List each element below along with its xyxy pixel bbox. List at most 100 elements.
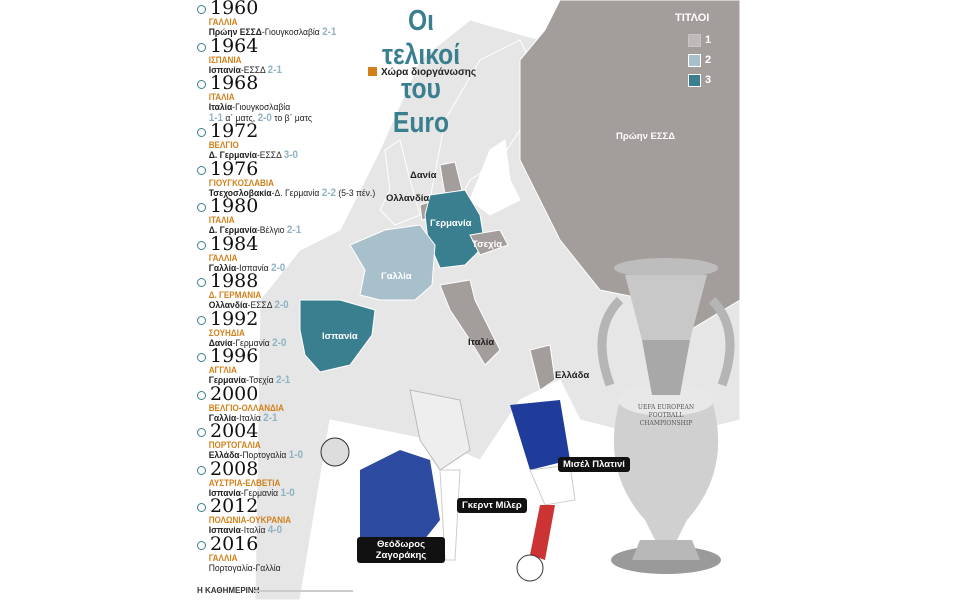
- final-entry: 1964 ΙΣΠΑΝΙΑ Ισπανία-ΕΣΣΔ 2-1: [197, 36, 367, 76]
- final-match: Πορτογαλία-Γαλλία: [208, 562, 281, 574]
- final-year: 2012: [197, 497, 367, 516]
- final-match: Ισπανία-Ιταλία 4-0: [208, 524, 283, 536]
- baltic-sea: [469, 139, 521, 216]
- host-country: ΣΟΥΗΔΙΑ: [208, 327, 245, 338]
- final-score: 1-0: [288, 449, 304, 461]
- host-country: ΑΥΣΤΡΙΑ-ΕΛΒΕΤΙΑ: [208, 477, 281, 488]
- final-entry: 2004 ΠΟΡΤΟΓΑΛΙΑ Ελλάδα-Πορτογαλία 1-0: [197, 422, 367, 461]
- final-year: 2004: [197, 422, 367, 441]
- final-year: 2016: [197, 534, 367, 553]
- final-year: 1996: [197, 347, 367, 366]
- host-country: ΓΙΟΥΓΚΟΣΛΑΒΙΑ: [208, 177, 275, 188]
- final-year: 2000: [197, 384, 367, 403]
- titles-legend: ΤΙΤΛΟΙ 1 2 3: [675, 12, 711, 90]
- final-match: Δανία-Γερμανία 2-0: [208, 336, 287, 349]
- credit: Η ΚΑΘΗΜΕΡΙΝΗ: [197, 586, 260, 595]
- legend-item: 2: [688, 50, 711, 70]
- final-entry: 1960 ΓΑΛΛΙΑ Πρώην ΕΣΣΔ-Γιουγκοσλαβία 2-1: [197, 0, 367, 38]
- final-year: 2008: [197, 459, 367, 478]
- host-country: ΒΕΛΓΙΟ: [208, 140, 239, 150]
- player-photos: [320, 389, 576, 582]
- final-year: 1984: [197, 234, 367, 253]
- legend-item: 3: [688, 70, 711, 90]
- final-entry: 1972 ΒΕΛΓΙΟ Δ. Γερμανία-ΕΣΣΔ 3-0: [197, 122, 367, 161]
- host-country: ΓΑΛΛΙΑ: [208, 552, 238, 563]
- uk: [379, 139, 421, 226]
- host-country: ΓΑΛΛΙΑ: [208, 17, 238, 27]
- final-year: 1960: [197, 0, 367, 18]
- final-entry: 2012 ΠΟΛΩΝΙΑ-ΟΥΚΡΑΝΙΑ Ισπανία-Ιταλία 4-0: [197, 497, 367, 536]
- final-score: 2-0: [270, 261, 286, 274]
- finals-list: 1960 ΓΑΛΛΙΑ Πρώην ΕΣΣΔ-Γιουγκοσλαβία 2-1…: [197, 0, 376, 574]
- final-score: 2-0: [272, 336, 287, 349]
- final-match: Τσεχοσλοβακία-Δ. Γερμανία 2-2 (5-3 πέν.): [208, 186, 376, 199]
- map-label-italy: Ιταλία: [468, 337, 495, 348]
- map-label-netherlands: Ολλανδία: [386, 193, 430, 204]
- host-legend: Χώρα διοργάνωσης: [368, 67, 476, 78]
- final-year: 1980: [197, 197, 367, 216]
- final-score: 2-1: [322, 26, 337, 38]
- final-entry: 1984 ΓΑΛΛΙΑ Γαλλία-Ισπανία 2-0: [197, 234, 367, 274]
- label-muller: Γκερντ Μίλερ: [457, 498, 527, 513]
- germany-region: [424, 189, 486, 269]
- host-swatch: [368, 67, 377, 76]
- final-score: 2-2: [321, 186, 337, 199]
- final-entry: 1988 Δ. ΓΕΡΜΑΝΙΑ Ολλανδία-ΕΣΣΔ 2-0: [197, 272, 367, 311]
- final-match: Γερμανία-Τσεχία 2-1: [208, 374, 291, 386]
- final-score: 2-1: [263, 411, 278, 424]
- final-year: 1976: [197, 159, 367, 178]
- final-score: 3-0: [283, 149, 299, 161]
- final-entry: 1980 ΙΤΑΛΙΑ Δ. Γερμανία-Βέλγιο 2-1: [197, 197, 367, 236]
- final-score: 2-1: [267, 63, 282, 76]
- france-region: [349, 224, 436, 301]
- final-match: Ολλανδία-ΕΣΣΔ 2-0: [208, 299, 289, 311]
- final-match: Ισπανία-Γερμανία 1-0: [208, 486, 295, 499]
- final-match: Πρώην ΕΣΣΔ-Γιουγκοσλαβία 2-1: [208, 26, 337, 38]
- ussr-region: [519, 0, 741, 331]
- final-entry: 1992 ΣΟΥΗΔΙΑ Δανία-Γερμανία 2-0: [197, 309, 367, 349]
- final-entry: 2016 ΓΑΛΛΙΑ Πορτογαλία-Γαλλία: [197, 534, 367, 574]
- legend-item: 1: [688, 30, 711, 50]
- final-score: 2-1: [275, 374, 291, 386]
- host-country: ΙΣΠΑΝΙΑ: [208, 54, 242, 65]
- trophy: [597, 258, 735, 574]
- host-country: ΙΤΑΛΙΑ: [208, 215, 235, 225]
- map-label-france: Γαλλία: [381, 271, 412, 282]
- final-year: 1988: [197, 272, 367, 291]
- label-platini: Μισέλ Πλατινί: [558, 457, 630, 472]
- final-score: 2-0: [274, 299, 289, 311]
- map-label-germany: Γερμανία: [430, 218, 472, 229]
- spain-region: [299, 299, 376, 373]
- final-entry: 1976 ΓΙΟΥΓΚΟΣΛΑΒΙΑ Τσεχοσλοβακία-Δ. Γερμ…: [197, 159, 376, 199]
- final-score: 1-0: [280, 486, 295, 499]
- host-country: ΑΓΓΛΙΑ: [208, 365, 237, 375]
- final-year: 1972: [197, 122, 367, 141]
- final-replay: 1-1 α΄ ματς, 2-0 το β΄ ματς: [208, 111, 313, 124]
- final-year: 1992: [197, 309, 367, 328]
- host-country: Δ. ΓΕΡΜΑΝΙΑ: [208, 290, 262, 300]
- map-label-czech: Τσεχία: [472, 239, 503, 250]
- final-score: 2-1: [286, 224, 302, 236]
- final-match: Γαλλία-Ιταλία 2-1: [208, 411, 278, 424]
- label-zagorakis: Θεόδωρος Ζαγοράκης: [357, 537, 445, 563]
- host-country: ΙΤΑΛΙΑ: [208, 92, 235, 102]
- host-country: ΠΟΡΤΟΓΑΛΙΑ: [208, 440, 261, 450]
- greece-region: [529, 344, 556, 391]
- map-label-ussr: Πρώην ΕΣΣΔ: [616, 131, 676, 142]
- final-match: Δ. Γερμανία-Βέλγιο 2-1: [208, 224, 302, 236]
- host-country: ΓΑΛΛΙΑ: [208, 252, 238, 263]
- final-match: Δ. Γερμανία-ΕΣΣΔ 3-0: [208, 149, 299, 161]
- page-title: Οι τελικοί του Euro: [381, 5, 461, 139]
- italy-region: [439, 279, 501, 366]
- map-label-denmark: Δανία: [410, 170, 437, 181]
- trophy-inscription: UEFA EUROPEAN FOOTBALL CHAMPIONSHIP: [637, 404, 695, 427]
- final-score: 4-0: [267, 524, 283, 536]
- final-entry: 1968 ΙΤΑΛΙΑ Ιταλία-Γιουγκοσλαβία 1-1 α΄ μ…: [197, 74, 367, 124]
- final-match: Γαλλία-Ισπανία 2-0: [208, 261, 286, 274]
- final-year: 1964: [197, 36, 367, 55]
- divider: [253, 590, 353, 592]
- host-country: ΠΟΛΩΝΙΑ-ΟΥΚΡΑΝΙΑ: [208, 515, 292, 525]
- final-entry: 2008 ΑΥΣΤΡΙΑ-ΕΛΒΕΤΙΑ Ισπανία-Γερμανία 1-…: [197, 459, 367, 499]
- map-label-greece: Ελλάδα: [555, 370, 590, 381]
- final-entry: 1996 ΑΓΓΛΙΑ Γερμανία-Τσεχία 2-1: [197, 347, 367, 386]
